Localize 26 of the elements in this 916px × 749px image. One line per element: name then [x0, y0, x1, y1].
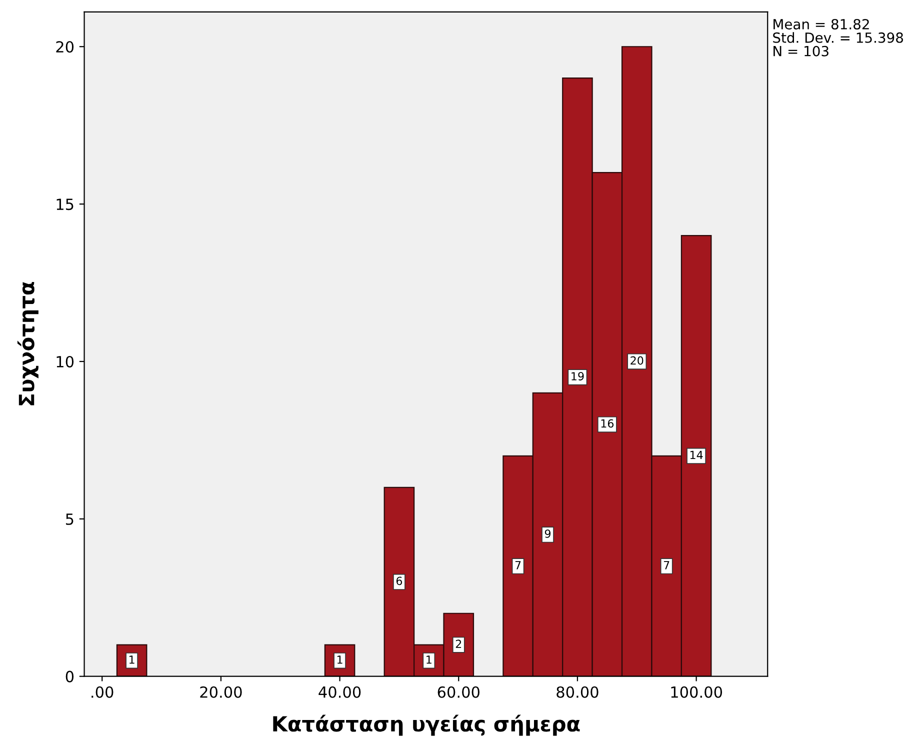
- data-label: 7: [664, 561, 670, 570]
- y-tick-label: 5: [66, 514, 74, 525]
- data-label: 14: [690, 450, 703, 460]
- data-label: 7: [515, 561, 521, 570]
- data-label: 6: [396, 576, 402, 586]
- data-label: 20: [630, 356, 644, 365]
- data-label: 1: [337, 656, 342, 664]
- data-label: 2: [456, 640, 462, 648]
- y-tick-label: 10: [56, 356, 74, 368]
- y-tick-label: 15: [56, 198, 74, 210]
- y-tick-label: 20: [56, 41, 74, 53]
- x-tick-label: 80.00: [556, 686, 598, 698]
- x-tick-label: 20.00: [200, 686, 242, 698]
- y-tick-label: 0: [66, 670, 74, 682]
- data-label: 1: [426, 656, 432, 664]
- x-tick-label: 60.00: [438, 686, 480, 698]
- data-label: 19: [572, 372, 584, 380]
- text: Mean = 81.82 Std. Dev. = 15.398 N = 103: [773, 18, 904, 56]
- x-tick-label: 100.00: [671, 686, 722, 698]
- data-label: 9: [544, 529, 551, 538]
- y-axis-title: Συχνότητα: [17, 282, 38, 406]
- data-label: 16: [601, 419, 614, 428]
- x-tick-label: 40.00: [318, 686, 361, 698]
- x-tick-label: .00: [92, 686, 114, 698]
- data-label: 1: [129, 656, 134, 664]
- x-axis-title: Κατάσταση υγείας σήμερα: [273, 714, 580, 736]
